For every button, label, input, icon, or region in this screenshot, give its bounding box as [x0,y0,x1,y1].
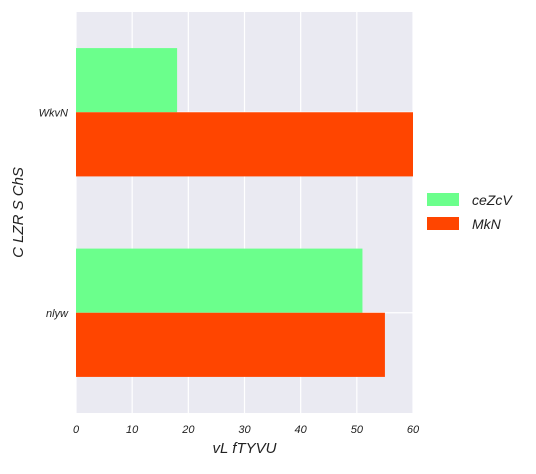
y-axis-label: C LZR S ChS [10,167,27,258]
x-tick-label: 20 [181,424,195,436]
y-tick-label: nlyw [46,308,69,320]
y-tick-label: WkvN [39,107,68,119]
x-axis-label: vL fTYVU [213,440,277,457]
legend-label: ceZcV [472,192,513,208]
bar-ceZcV-nlyw [76,248,363,313]
legend-swatch [427,217,459,230]
x-tick-label: 50 [351,424,364,436]
x-tick-label: 30 [238,424,251,436]
x-tick-labels: 0 10 20 30 40 50 60 [73,424,420,436]
bar-MkN-nlyw [76,312,385,377]
legend-swatch [427,193,459,206]
x-tick-label: 10 [126,424,139,436]
legend-label: MkN [472,216,502,232]
bar-MkN-WkvN [76,112,413,177]
x-tick-label: 0 [73,424,80,436]
x-tick-label: 40 [295,424,308,436]
bar-ceZcV-WkvN [76,48,178,113]
x-tick-label: 60 [407,424,420,436]
y-tick-labels: WkvN nlyw [39,107,69,320]
bars [76,48,413,377]
legend: ceZcV MkN [427,192,513,232]
